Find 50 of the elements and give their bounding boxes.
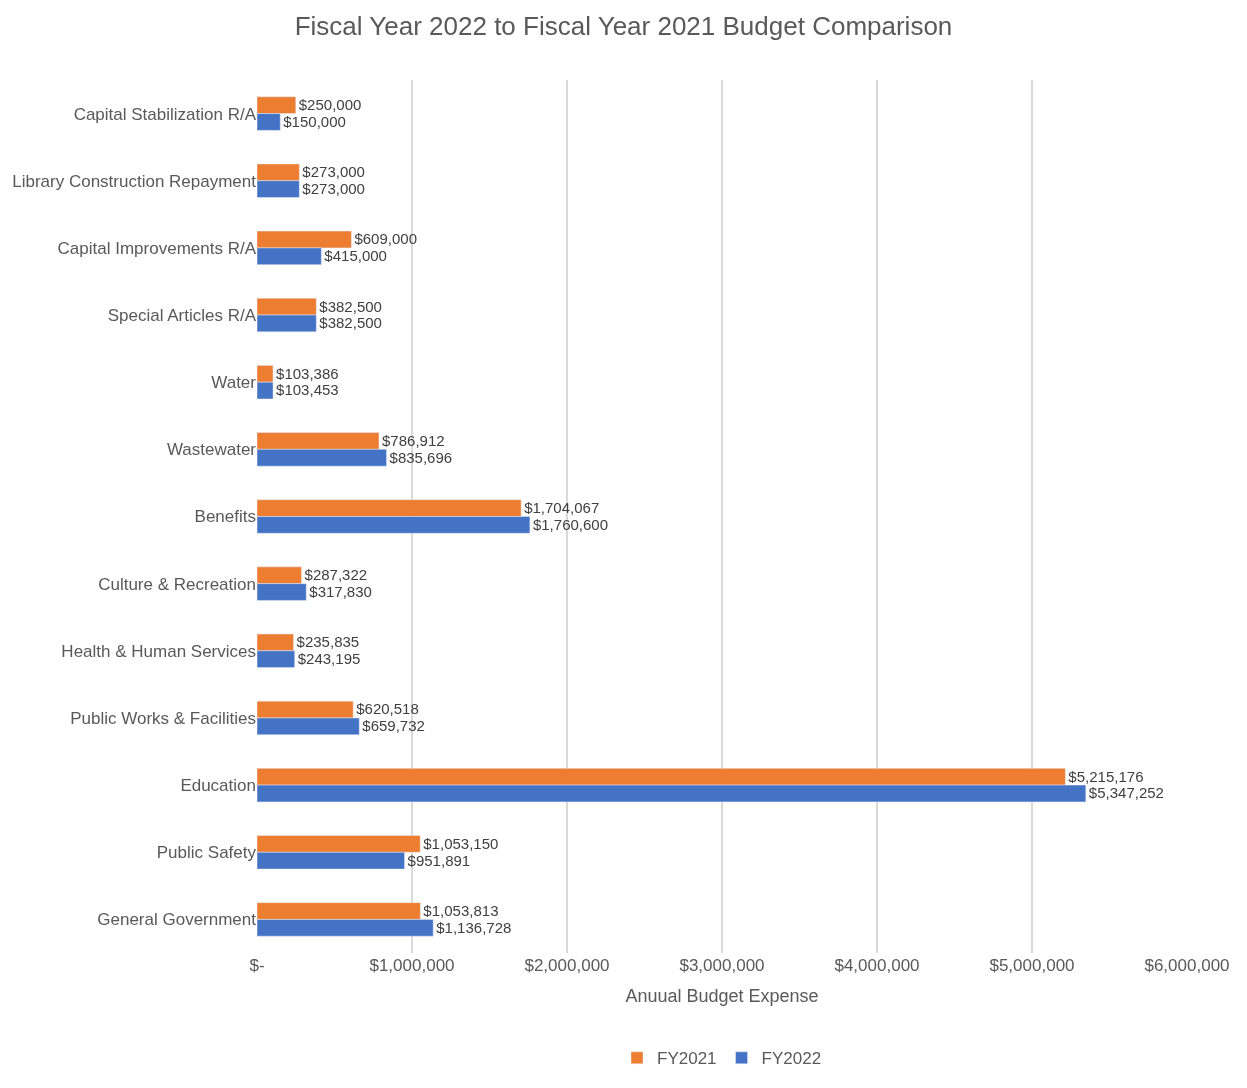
data-label: $5,215,176 <box>1068 767 1144 785</box>
x-tick-label: $3,000,000 <box>679 956 765 975</box>
legend-label: FY2022 <box>761 1049 822 1069</box>
legend-label: FY2021 <box>657 1049 717 1069</box>
x-axis-title: Anuual Budget Expense <box>625 986 819 1007</box>
x-tick-label: $6,000,000 <box>1144 956 1230 975</box>
data-label: $1,053,150 <box>423 834 499 852</box>
data-label: $103,386 <box>276 364 339 382</box>
data-label: $103,453 <box>276 381 339 399</box>
data-label: $250,000 <box>298 96 362 114</box>
data-label: $951,891 <box>407 851 471 869</box>
y-tick-label: General Government <box>97 910 257 930</box>
chart-title: Fiscal Year 2022 to Fiscal Year 2021 Budget Comparison <box>294 10 953 41</box>
data-label: $415,000 <box>324 247 387 265</box>
y-tick-label: Education <box>180 776 256 796</box>
data-label: $835,696 <box>389 448 453 466</box>
data-label: $382,500 <box>319 297 382 315</box>
y-tick-label: Capital Stabilization R/A <box>73 104 257 124</box>
data-label: $235,835 <box>296 633 360 651</box>
y-tick-label: Public Works & Facilities <box>70 708 256 728</box>
data-label: $1,053,813 <box>423 901 499 919</box>
data-label: $382,500 <box>319 314 382 332</box>
data-label: $5,347,252 <box>1088 784 1164 802</box>
data-label: $620,518 <box>356 700 419 718</box>
y-tick-label: Health & Human Services <box>61 641 256 661</box>
data-label: $150,000 <box>283 112 346 130</box>
x-tick-label: $1,000,000 <box>369 956 455 975</box>
y-tick-label: Special Articles R/A <box>107 305 257 325</box>
x-tick-label: $4,000,000 <box>834 956 920 975</box>
data-label: $243,195 <box>297 650 361 668</box>
data-label: $1,704,067 <box>524 498 600 516</box>
data-label: $287,322 <box>304 566 368 584</box>
y-tick-label: Wastewater <box>166 440 257 460</box>
data-label: $659,732 <box>362 717 425 735</box>
x-tick-label: $2,000,000 <box>524 956 610 975</box>
y-tick-label: Library Construction Repayment <box>12 171 257 191</box>
y-tick-label: Water <box>211 373 257 393</box>
data-label: $317,830 <box>309 582 372 600</box>
data-label: $273,000 <box>302 179 365 197</box>
data-label: $273,000 <box>302 163 365 181</box>
data-label: $1,760,600 <box>532 515 609 533</box>
x-tick-label: $5,000,000 <box>989 956 1075 975</box>
y-tick-label: Benefits <box>194 507 256 527</box>
x-tick-label: $- <box>249 956 265 975</box>
y-tick-label: Public Safety <box>156 843 257 863</box>
data-label: $786,912 <box>381 431 445 449</box>
data-label: $1,136,728 <box>436 918 512 936</box>
data-label: $609,000 <box>354 230 417 248</box>
y-tick-label: Culture & Recreation <box>98 574 256 594</box>
y-tick-label: Capital Improvements R/A <box>57 238 257 258</box>
